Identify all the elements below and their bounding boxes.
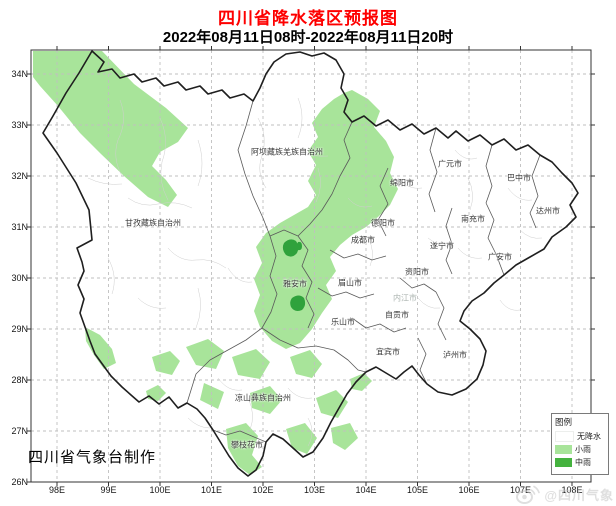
lon-tick: 102E — [252, 485, 274, 495]
producer-credit: 四川省气象台制作 — [28, 449, 157, 466]
legend-swatch-no-rain — [555, 431, 574, 442]
legend-item-none: 无降水 — [555, 430, 608, 443]
map-label-mianyang: 绵阳市 — [390, 178, 414, 188]
map-label-chengdu: 成都市 — [351, 235, 375, 245]
lon-tick: 107E — [509, 485, 532, 495]
map-label-panzhihua: 攀枝花市 — [231, 440, 263, 450]
map-label-ganzi: 甘孜藏族自治州 — [125, 218, 181, 228]
lon-tick: 106E — [458, 485, 480, 495]
plot-border — [30, 49, 592, 483]
lon-tick: 98E — [48, 485, 65, 495]
map-label-bazhong: 巴中市 — [507, 173, 531, 183]
lon-tick: 99E — [100, 485, 117, 495]
map-label-dazhou: 达州市 — [536, 206, 560, 216]
lon-tick: 104E — [355, 485, 377, 495]
map-label-neijiang: 内江市 — [393, 293, 417, 303]
map-label-luzhou: 泸州市 — [443, 350, 467, 360]
lat-tick: 34N — [11, 69, 28, 79]
legend-item-light-rain: 小雨 — [555, 443, 608, 456]
map-label-suining: 遂宁市 — [430, 241, 454, 251]
map-label-guangyuan: 广元市 — [438, 159, 462, 169]
map-label-deyang: 德阳市 — [371, 218, 395, 228]
page-title: 四川省降水落区预报图 — [218, 9, 398, 28]
weibo-icon — [516, 485, 541, 504]
legend-title: 图例 — [555, 417, 573, 427]
map-label-leshan: 乐山市 — [331, 317, 355, 327]
lat-tick: 32N — [11, 171, 28, 181]
map-label-zigong: 自贡市 — [385, 310, 409, 320]
map-label-guangan: 广安市 — [488, 252, 512, 262]
lat-tick: 26N — [11, 477, 28, 487]
lon-tick: 100E — [149, 485, 171, 495]
light-rain-area-south — [152, 339, 372, 475]
province-outline — [42, 50, 579, 477]
moderate-rain-areas — [282, 239, 306, 311]
lat-tick: 33N — [11, 120, 28, 130]
lon-tick: 108E — [561, 485, 583, 495]
lat-tick: 28N — [11, 375, 28, 385]
legend-swatch-moderate-rain — [555, 458, 572, 467]
map-label-ziyang: 资阳市 — [405, 267, 429, 277]
lat-tick: 27N — [11, 426, 28, 436]
lat-tick: 30N — [11, 273, 28, 283]
legend-label: 无降水 — [577, 432, 601, 441]
map-label-meishan: 眉山市 — [338, 278, 362, 288]
county-borders — [87, 97, 543, 447]
watermark-text: @四川气象 — [544, 487, 614, 503]
legend-item-moderate-rain: 中雨 — [555, 456, 608, 469]
light-rain-area-west-border — [85, 327, 166, 401]
lat-tick: 29N — [11, 324, 28, 334]
legend: 图例 无降水 小雨 中雨 — [551, 413, 609, 475]
map-label-yibin: 宜宾市 — [376, 347, 400, 357]
map-label-nanchong: 南充市 — [461, 214, 485, 224]
legend-swatch-light-rain — [555, 445, 572, 454]
weibo-watermark: @四川气象 — [515, 483, 614, 505]
map-label-aba: 阿坝藏族羌族自治州 — [251, 147, 323, 157]
lon-tick: 103E — [303, 485, 326, 495]
lon-tick: 105E — [406, 485, 429, 495]
lat-tick: 31N — [11, 222, 28, 232]
legend-label: 中雨 — [575, 458, 591, 467]
axis-ticks — [27, 46, 595, 486]
prefecture-borders — [186, 100, 541, 443]
grid-lines — [31, 50, 591, 482]
light-rain-area-northwest — [33, 51, 188, 207]
forecast-period: 2022年08月11日08时-2022年08月11日20时 — [162, 29, 454, 46]
lon-tick: 101E — [200, 485, 223, 495]
map-label-yaan: 雅安市 — [283, 279, 307, 289]
legend-label: 小雨 — [575, 445, 591, 454]
map-label-liangshan: 凉山彝族自治州 — [235, 393, 291, 403]
light-rain-area-central — [254, 90, 398, 349]
